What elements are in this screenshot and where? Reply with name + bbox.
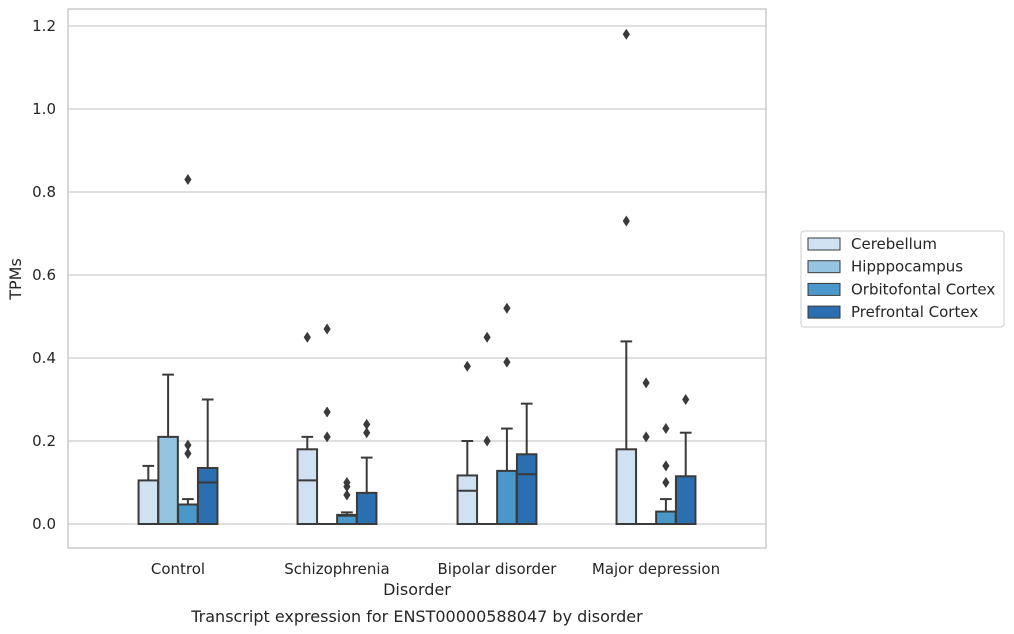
outlier-point	[622, 28, 630, 40]
outlier-point	[363, 427, 371, 439]
box-orbitofontal-cortex	[655, 423, 677, 525]
legend-label: Cerebellum	[851, 235, 937, 253]
box-body	[496, 469, 518, 526]
y-tick-label: 0.2	[32, 432, 56, 450]
box-hipppocampus	[317, 323, 337, 525]
y-axis-ticks: 0.0 0.2 0.4 0.6 0.8 1.0 1.2	[32, 17, 56, 533]
outlier-point	[483, 435, 491, 447]
legend: Cerebellum Hipppocampus Orbitofontal Corte…	[800, 230, 1005, 328]
box-cerebellum	[615, 28, 638, 525]
legend-swatch	[807, 305, 841, 319]
y-tick-label: 1.2	[32, 17, 56, 35]
outlier-point	[343, 477, 351, 488]
x-axis-label: Disorder	[383, 580, 451, 599]
box-body	[157, 435, 179, 526]
outlier-point	[682, 394, 690, 405]
box-body	[296, 448, 319, 525]
outlier-point	[303, 331, 311, 343]
box-body	[674, 475, 697, 525]
outlier-point	[323, 406, 331, 418]
y-tick-label: 0.6	[32, 266, 56, 284]
legend-label: Hipppocampus	[851, 258, 963, 276]
outlier-point	[323, 323, 331, 335]
box-cerebellum	[137, 464, 160, 525]
outlier-point	[463, 360, 471, 372]
x-tick-label: Major depression	[592, 560, 720, 578]
x-axis-ticks: Control Schizophrenia Bipolar disorder Majo…	[151, 560, 720, 578]
gridlines	[68, 25, 766, 525]
outlier-point	[184, 439, 192, 451]
outlier-point	[503, 356, 511, 368]
box-cerebellum	[456, 360, 479, 526]
x-tick-label: Control	[151, 560, 205, 578]
outlier-point	[323, 431, 331, 443]
y-tick-label: 0.4	[32, 349, 56, 367]
box-hipppocampus	[477, 331, 497, 525]
box-body	[655, 510, 677, 525]
outlier-point	[642, 377, 650, 389]
box-prefrontal-cortex	[515, 402, 538, 525]
box-prefrontal-cortex	[196, 398, 219, 526]
box-body	[515, 453, 538, 525]
outlier-point	[363, 418, 371, 430]
y-axis-label: TPMs	[6, 258, 25, 301]
outlier-point	[642, 431, 650, 443]
y-tick-label: 1.0	[32, 100, 56, 118]
outlier-point	[662, 423, 670, 435]
box-hipppocampus	[157, 373, 179, 526]
outlier-point	[503, 302, 511, 314]
box-body	[196, 466, 219, 526]
legend-label: Prefrontal Cortex	[851, 303, 978, 321]
chart-caption: Transcript expression for ENST0000058804…	[190, 607, 643, 626]
plot-marks	[137, 28, 697, 526]
box-orbitofontal-cortex	[177, 174, 199, 525]
outlier-point	[184, 447, 192, 459]
box-body	[456, 474, 479, 526]
box-orbitofontal-cortex	[336, 477, 358, 525]
outlier-point	[483, 331, 491, 343]
legend-swatch	[807, 237, 841, 251]
plot-frame	[67, 8, 767, 549]
box-prefrontal-cortex	[674, 394, 697, 525]
box-orbitofontal-cortex	[496, 302, 518, 526]
box-cerebellum	[296, 331, 319, 525]
x-tick-label: Schizophrenia	[284, 560, 389, 578]
legend-label: Orbitofontal Cortex	[851, 280, 995, 298]
box-body	[355, 491, 378, 525]
outlier-point	[622, 215, 630, 227]
x-tick-label: Bipolar disorder	[438, 560, 558, 578]
outlier-point	[662, 477, 670, 488]
box-body	[177, 503, 199, 525]
legend-frame	[800, 230, 1005, 328]
outlier-point	[662, 460, 670, 472]
box-hipppocampus	[636, 377, 656, 525]
y-tick-label: 0.8	[32, 183, 56, 201]
box-body	[615, 448, 638, 525]
outlier-point	[184, 174, 192, 186]
legend-swatch	[807, 282, 841, 296]
legend-swatch	[807, 260, 841, 274]
box-body	[137, 479, 160, 525]
box-prefrontal-cortex	[355, 418, 378, 525]
legend-items: Cerebellum Hipppocampus Orbitofontal Corte…	[807, 235, 995, 321]
outlier-point	[343, 489, 351, 501]
y-tick-label: 0.0	[32, 515, 56, 533]
